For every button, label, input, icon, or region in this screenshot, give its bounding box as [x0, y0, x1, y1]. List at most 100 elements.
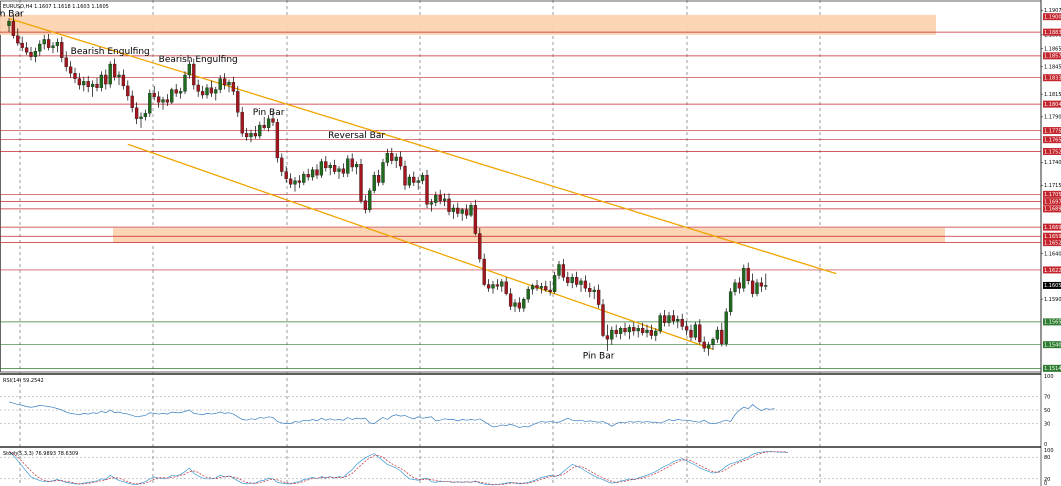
price-tag-label: 1.1565: [1044, 320, 1061, 326]
candle-body: [214, 89, 218, 94]
price-tag: [1043, 127, 1061, 135]
candle-body: [495, 284, 500, 287]
candle-body: [284, 171, 288, 179]
price-tag-label: 1.1857: [1044, 54, 1061, 60]
candle-body: [11, 21, 16, 36]
stoch-tick-label: 0: [1044, 481, 1047, 486]
candle-body: [51, 45, 55, 48]
candle-body: [442, 198, 447, 201]
candle-body: [319, 161, 324, 176]
candle-body: [42, 39, 46, 45]
price-tag: [1043, 190, 1061, 198]
candle-body: [755, 282, 759, 294]
candle-body: [491, 284, 495, 289]
candle-body: [156, 96, 161, 103]
candle-body: [429, 202, 434, 205]
candle-body: [544, 286, 548, 291]
price-tag: [1043, 28, 1061, 36]
price-tag-label: 1.1900: [1044, 14, 1061, 20]
candle-body: [354, 164, 359, 168]
candle-body: [152, 93, 156, 97]
price-tag-label: 1.1697: [1044, 199, 1061, 205]
candle-body: [240, 112, 244, 134]
price-tag: [1043, 239, 1061, 247]
candle-body: [623, 328, 627, 333]
stoch-tick-label: 100: [1044, 448, 1054, 454]
price-tag-label: 1.1765: [1044, 137, 1061, 143]
candle-body: [82, 81, 86, 86]
candle-body: [570, 277, 574, 283]
candle-body: [733, 282, 737, 292]
price-tag-label: 1.1659: [1044, 234, 1061, 240]
candle-body: [231, 82, 236, 92]
candle-body: [742, 267, 746, 289]
candle-body: [130, 95, 134, 108]
rsi-tick-label: 0: [1044, 442, 1047, 448]
stoch-tick-label: 20: [1044, 477, 1050, 483]
candle-body: [438, 195, 442, 201]
pattern-annotation: Pin Bar: [0, 10, 24, 20]
candle-body: [205, 87, 209, 96]
price-tag: [1043, 136, 1061, 144]
candle-body: [412, 176, 416, 183]
candle-body: [649, 329, 654, 336]
price-tick-label: 1.1640: [1044, 251, 1061, 257]
candle-body: [764, 285, 768, 287]
candle-body: [658, 315, 662, 332]
candle-body: [447, 198, 451, 212]
candle-body: [310, 169, 315, 178]
candle-body: [7, 21, 11, 26]
candle-body: [64, 57, 68, 67]
candle-body: [469, 205, 473, 216]
candle-body: [170, 89, 174, 103]
candle-body: [390, 153, 394, 161]
pattern-annotation: Bearish Engulfing: [71, 47, 150, 57]
candle-body: [425, 175, 429, 205]
stoch-main-line: [8, 451, 788, 486]
candle-body: [588, 288, 592, 292]
candle-body: [315, 169, 319, 176]
candle-body: [73, 73, 77, 79]
candle-body: [55, 42, 60, 46]
price-tag-label: 1.1833: [1044, 76, 1061, 82]
candle-body: [385, 153, 390, 163]
price-tag: [1043, 364, 1061, 372]
pattern-annotation: Bearish Engulfing: [159, 55, 238, 65]
candle-body: [266, 118, 271, 128]
candle-body: [324, 161, 328, 169]
candle-body: [249, 133, 253, 138]
candle-body: [99, 74, 104, 88]
price-tick-label: 1.1845: [1044, 65, 1061, 71]
candle-body: [557, 264, 561, 276]
price-tag: [1043, 341, 1061, 349]
price-tag-label: 1.1804: [1044, 102, 1061, 108]
price-tag: [1043, 198, 1061, 206]
candle-body: [86, 81, 90, 87]
candle-body: [596, 289, 601, 305]
candle-body: [60, 42, 64, 58]
candle-body: [68, 66, 73, 74]
candle-body: [253, 133, 258, 137]
price-tag-label: 1.1883: [1044, 30, 1061, 36]
candle-body: [258, 124, 262, 137]
candle-body: [676, 319, 680, 322]
candle-body: [165, 99, 170, 103]
candle-body: [711, 339, 715, 345]
candle-body: [574, 277, 579, 285]
candle-body: [478, 233, 482, 260]
candle-body: [227, 82, 231, 86]
candle-body: [517, 302, 522, 309]
candle-body: [104, 74, 108, 85]
candle-body: [473, 205, 478, 234]
candle-body: [460, 209, 464, 214]
candle-body: [108, 63, 112, 85]
candle-body: [689, 329, 693, 338]
price-tag-label: 1.1752: [1044, 149, 1061, 155]
candle-body: [566, 277, 570, 283]
price-tick-label: 1.1715: [1044, 183, 1061, 189]
pattern-annotation: Pin Bar: [583, 351, 615, 361]
candle-body: [262, 124, 266, 128]
price-tick-label: 1.1590: [1044, 297, 1061, 303]
candle-body: [16, 35, 20, 44]
